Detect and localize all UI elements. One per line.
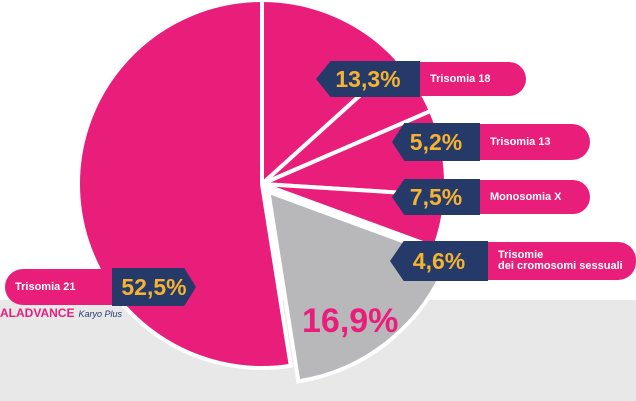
brand: ALADVANCE <box>0 306 75 320</box>
value-label: 16,9% <box>302 302 399 340</box>
footer: ALADVANCE Karyo Plus <box>0 306 122 320</box>
value-label: 52,5% <box>112 268 196 306</box>
value-label: 7,5% <box>392 179 480 215</box>
value-label: 4,6% <box>390 241 488 281</box>
value-label: 13,3% <box>316 61 420 97</box>
product: Karyo Plus <box>78 309 122 319</box>
value-label: 5,2% <box>392 123 480 161</box>
